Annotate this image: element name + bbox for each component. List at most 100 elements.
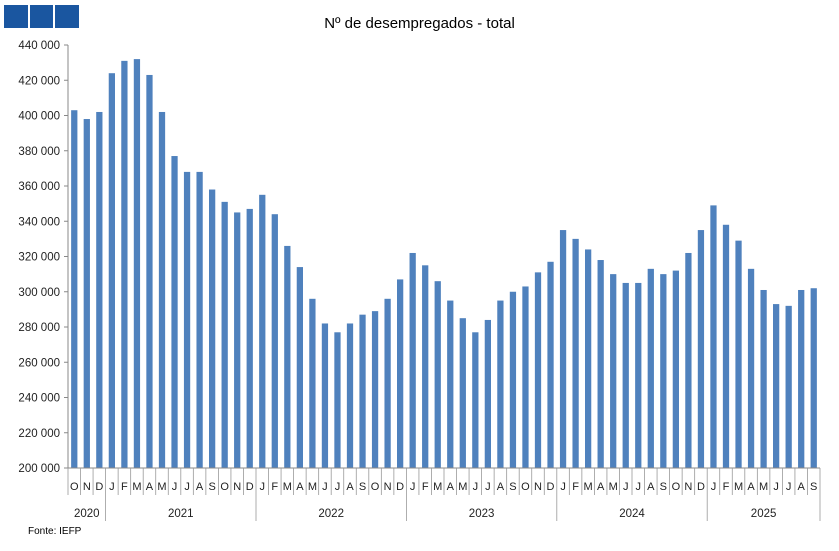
bar bbox=[647, 268, 654, 468]
bar bbox=[209, 189, 216, 468]
x-tick-label: F bbox=[572, 481, 579, 493]
x-tick-label: A bbox=[597, 481, 605, 493]
bars bbox=[71, 59, 817, 469]
x-tick-label: M bbox=[759, 481, 768, 493]
bar bbox=[672, 270, 679, 468]
y-tick-label: 360 000 bbox=[18, 181, 60, 193]
bar bbox=[447, 300, 454, 468]
x-tick-label: O bbox=[672, 481, 681, 493]
bar bbox=[234, 212, 241, 468]
bar bbox=[334, 332, 341, 468]
bar bbox=[246, 208, 253, 468]
bar bbox=[760, 289, 767, 468]
x-tick-label: J bbox=[560, 481, 566, 493]
bar bbox=[434, 281, 441, 468]
x-tick-label: A bbox=[146, 481, 154, 493]
bar bbox=[697, 230, 705, 468]
bar bbox=[735, 240, 742, 468]
x-tick-label: J bbox=[623, 481, 629, 493]
x-tick-label: F bbox=[271, 481, 278, 493]
y-tick-label: 200 000 bbox=[18, 463, 60, 475]
bar bbox=[459, 318, 466, 468]
bar bbox=[747, 268, 755, 468]
x-tick-label: J bbox=[184, 481, 190, 493]
bar bbox=[597, 260, 604, 468]
y-tick-label: 400 000 bbox=[18, 111, 60, 123]
x-tick-label: D bbox=[95, 481, 103, 493]
bar bbox=[472, 332, 479, 468]
x-tick-label: F bbox=[422, 481, 429, 493]
bar bbox=[660, 274, 667, 468]
x-tick-label: S bbox=[810, 481, 817, 493]
bar bbox=[509, 291, 517, 468]
x-tick-label: A bbox=[346, 481, 354, 493]
x-tick-label: A bbox=[647, 481, 655, 493]
x-tick-label: J bbox=[773, 481, 779, 493]
x-tick-label: M bbox=[157, 481, 166, 493]
x-tick-label: J bbox=[485, 481, 491, 493]
x-tick-label: M bbox=[458, 481, 467, 493]
bar bbox=[271, 214, 278, 468]
bar bbox=[610, 274, 617, 468]
bar bbox=[83, 119, 90, 469]
x-tick-label: D bbox=[547, 481, 555, 493]
x-tick-label: J bbox=[260, 481, 266, 493]
source-note: Fonte: IEFP bbox=[28, 526, 82, 537]
bar bbox=[785, 305, 792, 468]
bar bbox=[798, 289, 805, 468]
x-tick-label: J bbox=[172, 481, 178, 493]
bar bbox=[384, 298, 391, 468]
bar bbox=[585, 249, 592, 468]
y-tick-label: 220 000 bbox=[18, 428, 60, 440]
bar bbox=[559, 230, 567, 468]
x-tick-label: A bbox=[497, 481, 505, 493]
x-tick-label: S bbox=[359, 481, 366, 493]
y-tick-label: 280 000 bbox=[18, 322, 60, 334]
x-tick-label: M bbox=[433, 481, 442, 493]
x-tick-label: M bbox=[308, 481, 317, 493]
y-tick-label: 300 000 bbox=[18, 287, 60, 299]
x-tick-label: J bbox=[636, 481, 642, 493]
bar bbox=[547, 261, 554, 468]
bar bbox=[259, 194, 266, 468]
y-tick-label: 240 000 bbox=[18, 393, 60, 405]
bar bbox=[359, 314, 366, 468]
y-tick-label: 420 000 bbox=[18, 75, 60, 87]
x-tick-label: M bbox=[734, 481, 743, 493]
x-tick-label: O bbox=[521, 481, 530, 493]
x-tick-label: N bbox=[384, 481, 392, 493]
year-label: 2024 bbox=[619, 508, 645, 520]
x-tick-label: A bbox=[196, 481, 204, 493]
bar bbox=[522, 286, 529, 468]
bar bbox=[108, 73, 115, 468]
year-label: 2021 bbox=[168, 508, 194, 520]
x-tick-label: D bbox=[396, 481, 404, 493]
bar bbox=[71, 110, 78, 469]
bar bbox=[121, 60, 128, 469]
x-tick-label: N bbox=[233, 481, 241, 493]
bar bbox=[710, 205, 717, 468]
y-tick-label: 380 000 bbox=[18, 146, 60, 158]
x-tick-label: D bbox=[697, 481, 705, 493]
x-tick-label: M bbox=[609, 481, 618, 493]
x-tick-label: J bbox=[786, 481, 792, 493]
bar bbox=[635, 282, 642, 468]
x-tick-label: O bbox=[70, 481, 79, 493]
x-tick-label: D bbox=[246, 481, 254, 493]
x-tick-label: J bbox=[473, 481, 479, 493]
x-tick-label: S bbox=[660, 481, 667, 493]
bar bbox=[685, 252, 692, 468]
bar bbox=[371, 311, 379, 468]
x-tick-label: J bbox=[322, 481, 328, 493]
y-tick-label: 340 000 bbox=[18, 216, 60, 228]
x-tick-label: F bbox=[121, 481, 128, 493]
y-tick-label: 320 000 bbox=[18, 252, 60, 264]
bar bbox=[810, 288, 817, 468]
bar bbox=[397, 279, 404, 468]
bar bbox=[146, 74, 153, 469]
x-tick-label: M bbox=[584, 481, 593, 493]
bar bbox=[622, 282, 629, 468]
year-label: 2025 bbox=[751, 508, 777, 520]
